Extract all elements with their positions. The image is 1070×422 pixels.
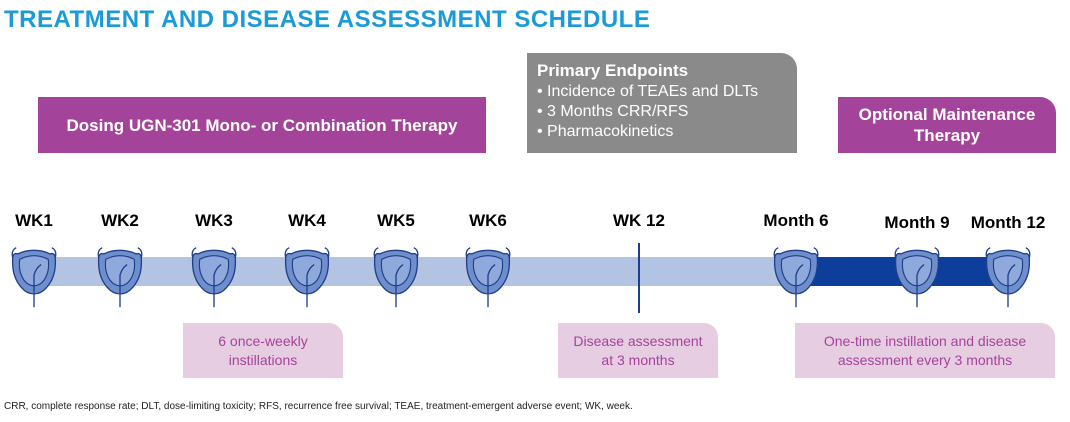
assessment-note-line-2: at 3 months [601,351,675,368]
maintenance-note-line-1: One-time instillation and disease [823,332,1027,349]
bladder-icon [894,247,940,308]
timepoint-label-month6: Month 6 [763,211,829,230]
bladder-icon [284,247,330,308]
weekly-instillations-note: 6 once-weekly instillations [183,323,343,378]
bladder-icon [373,247,419,308]
timepoint-label-wk6: WK6 [469,211,507,230]
primary-endpoints-title: Primary Endpoints [537,61,689,80]
wk12-tick [638,243,640,313]
endpoint-item: • Pharmacokinetics [537,123,674,140]
bladder-icon [773,247,819,308]
timepoint-label-wk12: WK 12 [613,211,665,230]
bladder-icon [11,247,57,308]
bladder-icon [191,247,237,308]
bladder-icon [97,247,143,308]
timepoint-label-wk2: WK2 [101,211,139,230]
dosing-therapy-label: Dosing UGN-301 Mono- or Combination Ther… [66,115,458,135]
timepoint-label-month12: Month 12 [970,213,1046,232]
timepoint-label-wk5: WK5 [377,211,415,230]
weekly-note-line-2: instillations [228,351,298,368]
footnote: CRR, complete response rate; DLT, dose-l… [4,401,633,412]
timepoint-label-wk1: WK1 [15,211,53,230]
bladder-icon [465,247,511,308]
timepoint-label-month9: Month 9 [884,213,950,232]
endpoint-item: • Incidence of TEAEs and DLTs [537,83,759,100]
weekly-note-line-1: 6 once-weekly [218,332,308,349]
endpoint-item: • 3 Months CRR/RFS [537,103,689,120]
maintenance-line-2: Therapy [913,126,981,145]
bladder-icon [985,247,1031,308]
maintenance-note-line-2: assessment every 3 months [837,351,1013,368]
timepoint-label-wk4: WK4 [288,211,326,230]
disease-assessment-note: Disease assessment at 3 months [558,323,718,378]
maintenance-therapy-box: Optional Maintenance Therapy [838,97,1056,153]
assessment-note-line-1: Disease assessment [573,332,703,349]
maintenance-note: One-time instillation and disease assess… [795,323,1055,378]
maintenance-line-1: Optional Maintenance [858,105,1036,124]
dosing-therapy-box: Dosing UGN-301 Mono- or Combination Ther… [38,97,486,153]
page-title: TREATMENT AND DISEASE ASSESSMENT SCHEDUL… [4,6,651,33]
primary-endpoints-box: Primary Endpoints • Incidence of TEAEs a… [527,53,797,153]
timepoint-label-wk3: WK3 [195,211,233,230]
